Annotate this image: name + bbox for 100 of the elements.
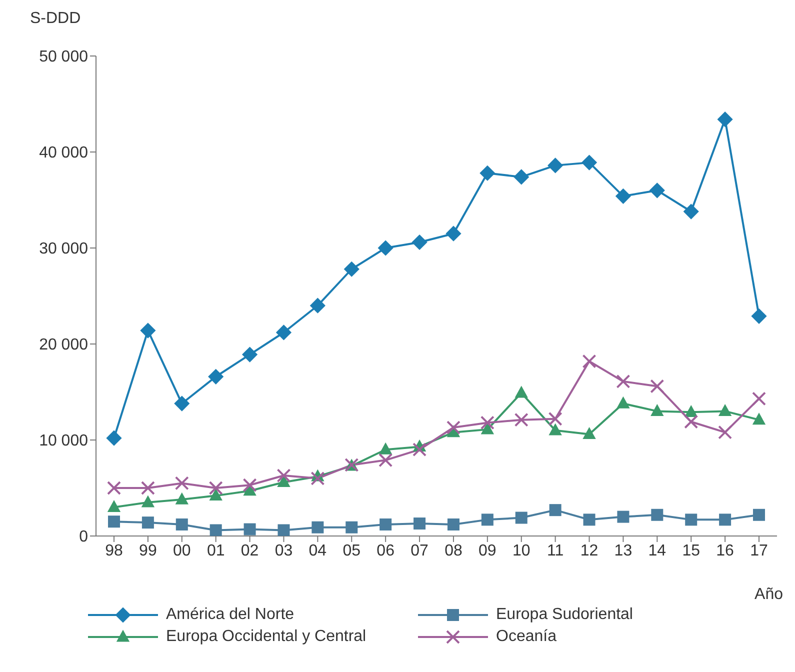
x-tick-label: 03 bbox=[274, 542, 293, 560]
point bbox=[446, 420, 460, 435]
x-tick-label: 01 bbox=[206, 542, 225, 560]
point bbox=[615, 188, 632, 204]
point bbox=[108, 516, 120, 528]
point bbox=[514, 169, 530, 185]
point bbox=[651, 508, 664, 521]
point bbox=[683, 204, 699, 220]
x-tick-label: 15 bbox=[682, 542, 700, 560]
point bbox=[174, 396, 190, 412]
point bbox=[142, 516, 154, 529]
x-tick-label: 16 bbox=[716, 542, 734, 560]
point bbox=[548, 412, 562, 426]
x-axis-title: Año bbox=[754, 586, 783, 604]
point bbox=[378, 453, 393, 468]
point bbox=[684, 404, 698, 417]
point bbox=[685, 514, 698, 526]
x-tick-label: 07 bbox=[410, 542, 429, 560]
point bbox=[616, 374, 630, 388]
y-tick-label: 20 000 bbox=[39, 336, 88, 354]
point bbox=[242, 478, 257, 492]
y-tick-label: 30 000 bbox=[39, 240, 88, 258]
point bbox=[208, 368, 224, 384]
point bbox=[718, 425, 732, 440]
point bbox=[582, 354, 596, 368]
point bbox=[514, 412, 528, 427]
point bbox=[276, 324, 292, 340]
point bbox=[480, 422, 494, 434]
point bbox=[378, 240, 394, 256]
point bbox=[414, 518, 426, 530]
point bbox=[480, 416, 494, 430]
point bbox=[515, 512, 528, 524]
x-tick-label: 98 bbox=[105, 542, 123, 560]
y-tick-label: 10 000 bbox=[39, 432, 88, 450]
y-tick-label: 0 bbox=[79, 528, 88, 546]
legend-label: Europa Occidental y Central bbox=[166, 628, 366, 646]
x-tick-label: 10 bbox=[512, 542, 530, 560]
y-axis-title: S-DDD bbox=[30, 10, 81, 28]
x-tick-label: 04 bbox=[308, 542, 327, 560]
x-tick-label: 13 bbox=[614, 542, 632, 560]
point bbox=[277, 475, 290, 488]
point bbox=[141, 495, 155, 508]
point bbox=[278, 524, 290, 536]
point bbox=[581, 154, 598, 170]
point bbox=[684, 414, 698, 429]
point bbox=[582, 427, 596, 440]
point bbox=[751, 308, 767, 324]
point bbox=[514, 386, 528, 398]
y-tick-label: 40 000 bbox=[39, 144, 88, 162]
point bbox=[140, 481, 155, 495]
point bbox=[718, 404, 732, 416]
x-tick-label: 99 bbox=[139, 542, 157, 560]
point bbox=[753, 508, 765, 521]
point bbox=[209, 488, 222, 500]
legend-label: Oceanía bbox=[496, 628, 556, 646]
point bbox=[107, 500, 121, 512]
x-tick-label: 00 bbox=[172, 542, 191, 560]
point bbox=[481, 514, 494, 526]
point bbox=[548, 158, 564, 174]
point bbox=[549, 504, 562, 516]
point bbox=[617, 510, 630, 523]
point bbox=[378, 442, 392, 454]
y-tick-label: 50 000 bbox=[39, 48, 88, 66]
point bbox=[244, 523, 256, 536]
point bbox=[447, 518, 460, 530]
point bbox=[276, 468, 291, 483]
point bbox=[380, 518, 392, 530]
x-tick-label: 08 bbox=[444, 542, 462, 560]
x-tick-label: 09 bbox=[478, 542, 496, 560]
point bbox=[140, 322, 156, 338]
point bbox=[616, 396, 630, 408]
point bbox=[344, 261, 360, 277]
point bbox=[242, 346, 258, 362]
point bbox=[719, 514, 732, 526]
point bbox=[583, 514, 596, 526]
point bbox=[717, 112, 733, 128]
point bbox=[548, 423, 562, 436]
point bbox=[412, 234, 428, 250]
x-tick-label: 05 bbox=[342, 542, 361, 560]
point bbox=[312, 521, 324, 534]
point bbox=[106, 430, 122, 446]
point bbox=[480, 165, 496, 181]
point bbox=[210, 524, 222, 536]
point bbox=[310, 298, 326, 314]
x-tick-label: 02 bbox=[240, 542, 259, 560]
legend-label: Europa Sudoriental bbox=[496, 606, 633, 624]
x-tick-label: 17 bbox=[750, 542, 768, 560]
point bbox=[752, 412, 766, 425]
point bbox=[649, 182, 665, 198]
x-tick-label: 11 bbox=[547, 542, 564, 560]
point bbox=[412, 442, 427, 457]
point bbox=[650, 379, 664, 394]
point bbox=[176, 518, 188, 530]
x-tick-label: 12 bbox=[580, 542, 598, 560]
point bbox=[650, 404, 664, 416]
point bbox=[208, 481, 223, 495]
point bbox=[175, 492, 188, 504]
point bbox=[752, 392, 766, 406]
legend-label: América del Norte bbox=[166, 606, 294, 624]
point bbox=[310, 471, 325, 486]
